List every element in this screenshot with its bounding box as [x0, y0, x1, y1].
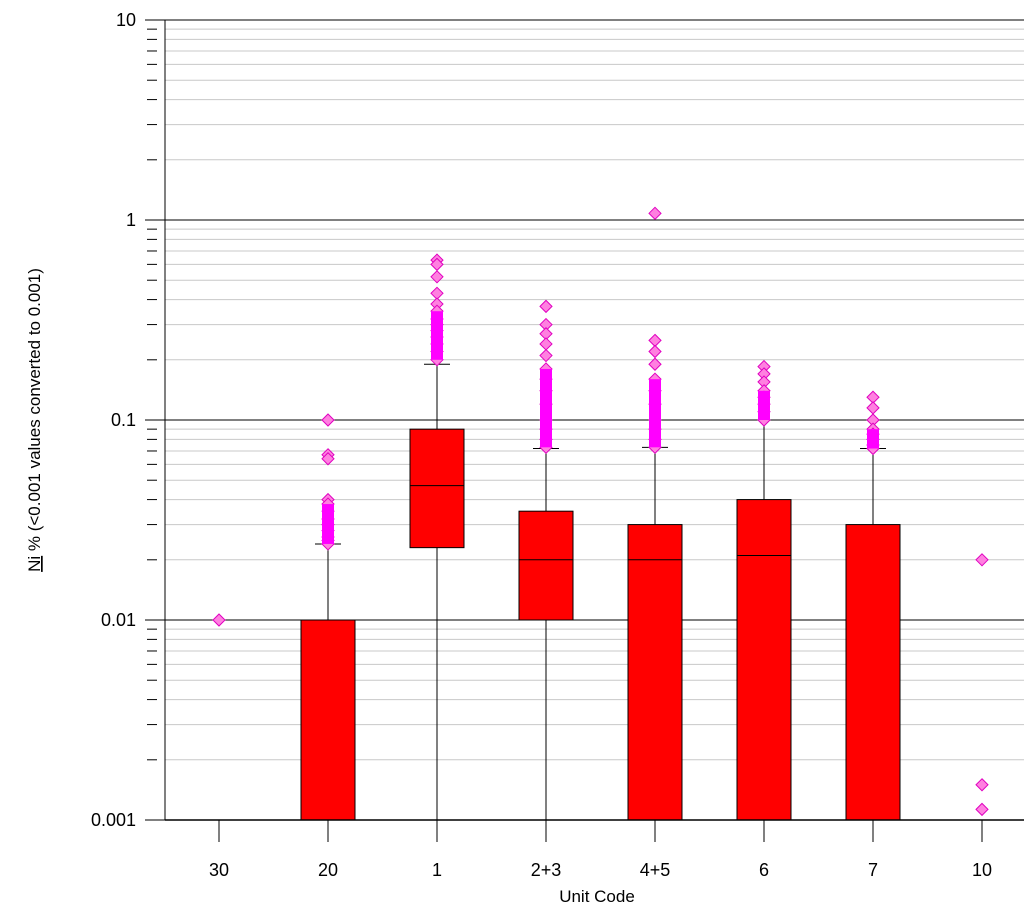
dense-outlier-band: [540, 368, 552, 448]
x-tick-label: 20: [318, 860, 338, 880]
x-tick-label: 7: [868, 860, 878, 880]
y-axis-title: Ni % (<0.001 values converted to 0.001): [25, 268, 44, 572]
outlier-point: [648, 344, 662, 359]
y-tick-label: 10: [116, 10, 136, 30]
x-tick-label: 4+5: [640, 860, 671, 880]
outlier-point: [648, 333, 662, 348]
outlier-point: [648, 357, 662, 371]
dense-outlier-band: [431, 311, 443, 360]
outlier-layer: [212, 206, 989, 817]
x-tick-label: 6: [759, 860, 769, 880]
axis-layer: 10 1 0.1 0.01 0.001 30 20 1 2+3 4+5 6 7 10: [91, 10, 1024, 880]
box-7: [845, 524, 901, 821]
x-axis-title: Unit Code: [559, 887, 635, 906]
outlier-point: [648, 206, 662, 221]
outlier-point: [539, 348, 553, 363]
box-4+5: [627, 524, 683, 821]
outlier-point: [321, 413, 335, 427]
y-tick-label: 0.1: [111, 410, 136, 430]
dense-outlier-band: [322, 504, 334, 544]
x-tick-label: 2+3: [531, 860, 562, 880]
dense-outlier-band: [758, 390, 770, 420]
outlier-point: [321, 452, 335, 466]
dense-outlier-band: [867, 429, 879, 449]
x-tick-label: 1: [432, 860, 442, 880]
box-20: [300, 619, 356, 821]
x-tick-label: 10: [972, 860, 992, 880]
y-axis-title-rest: % (<0.001 values converted to 0.001): [25, 268, 44, 556]
box-2+3: [518, 510, 574, 621]
y-tick-label: 1: [126, 210, 136, 230]
outlier-point: [866, 401, 880, 415]
box-layer: [300, 363, 901, 821]
outlier-point: [539, 299, 553, 314]
outlier-point: [975, 778, 989, 792]
y-tick-label: 0.001: [91, 810, 136, 830]
box-6: [736, 499, 792, 821]
y-tick-label: 0.01: [101, 610, 136, 630]
outlier-point: [975, 553, 989, 567]
dense-outlier-band: [649, 379, 661, 448]
outlier-point: [212, 613, 226, 627]
box-1: [409, 428, 465, 549]
y-axis-title-element: Ni: [25, 556, 44, 572]
outlier-point: [430, 270, 444, 284]
outlier-point: [539, 337, 553, 351]
outlier-point: [975, 802, 989, 817]
x-tick-label: 30: [209, 860, 229, 880]
